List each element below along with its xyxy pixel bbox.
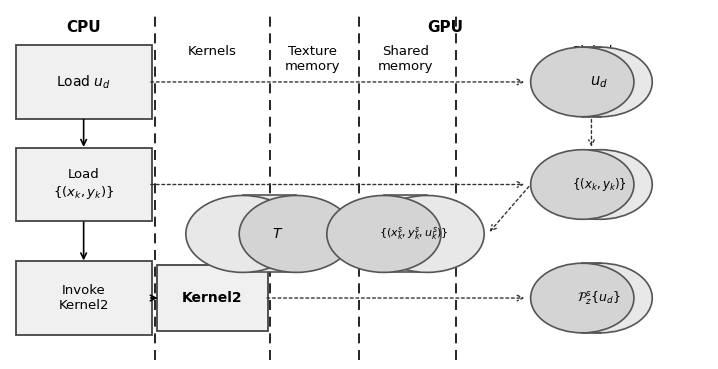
FancyBboxPatch shape — [16, 45, 151, 118]
Ellipse shape — [239, 196, 353, 272]
Ellipse shape — [531, 47, 634, 117]
Text: Shared
memory: Shared memory — [378, 45, 433, 73]
Ellipse shape — [531, 150, 634, 219]
Text: $T$: $T$ — [272, 227, 284, 241]
Bar — [582, 263, 600, 333]
Text: Invoke
Kernel2: Invoke Kernel2 — [58, 284, 109, 312]
Text: GPU: GPU — [426, 20, 463, 35]
Ellipse shape — [186, 196, 300, 272]
Ellipse shape — [327, 196, 441, 272]
FancyBboxPatch shape — [16, 261, 151, 335]
Ellipse shape — [549, 150, 652, 219]
Bar — [582, 150, 600, 219]
Ellipse shape — [549, 263, 652, 333]
Text: Kernels: Kernels — [188, 45, 237, 58]
Text: Load
$\{(x_k,y_k)\}$: Load $\{(x_k,y_k)\}$ — [53, 168, 114, 201]
FancyBboxPatch shape — [157, 265, 268, 331]
Text: $\{(x_k,y_k)\}$: $\{(x_k,y_k)\}$ — [572, 176, 627, 193]
Text: Texture
memory: Texture memory — [285, 45, 340, 73]
Text: $u_d$: $u_d$ — [590, 74, 608, 90]
FancyBboxPatch shape — [16, 148, 151, 221]
Text: $\mathcal{P}_z^s\{u_d\}$: $\mathcal{P}_z^s\{u_d\}$ — [577, 289, 621, 307]
Bar — [582, 47, 600, 117]
Bar — [384, 196, 427, 272]
Ellipse shape — [531, 263, 634, 333]
Text: $\{(x_k^s,y_k^s,u_k^s)\}$: $\{(x_k^s,y_k^s,u_k^s)\}$ — [379, 225, 449, 242]
Text: Load $u_d$: Load $u_d$ — [56, 73, 111, 91]
Ellipse shape — [549, 47, 652, 117]
Text: Global
memory: Global memory — [564, 45, 619, 73]
Bar — [243, 196, 297, 272]
Text: CPU: CPU — [66, 20, 101, 35]
Ellipse shape — [370, 196, 484, 272]
Text: Kernel2: Kernel2 — [182, 291, 243, 305]
